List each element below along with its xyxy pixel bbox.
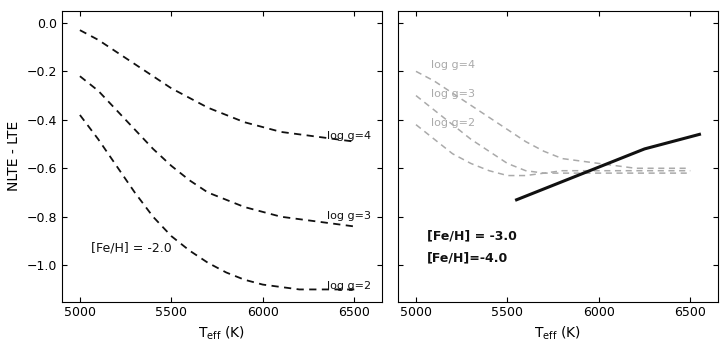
Text: log g=4: log g=4 — [431, 60, 475, 70]
X-axis label: T$_{\rm eff}$ (K): T$_{\rm eff}$ (K) — [198, 325, 245, 342]
Text: log g=2: log g=2 — [431, 118, 475, 129]
Text: log g=4: log g=4 — [327, 131, 371, 141]
Text: [Fe/H] = -3.0: [Fe/H] = -3.0 — [427, 230, 517, 243]
Text: [Fe/H] = -2.0: [Fe/H] = -2.0 — [91, 242, 172, 255]
Text: log g=3: log g=3 — [327, 211, 370, 221]
X-axis label: T$_{\rm eff}$ (K): T$_{\rm eff}$ (K) — [534, 325, 581, 342]
Text: [Fe/H]=-4.0: [Fe/H]=-4.0 — [427, 251, 508, 265]
Text: log g=3: log g=3 — [431, 89, 475, 99]
Text: log g=2: log g=2 — [327, 281, 371, 291]
Y-axis label: NLTE - LTE: NLTE - LTE — [7, 121, 21, 191]
